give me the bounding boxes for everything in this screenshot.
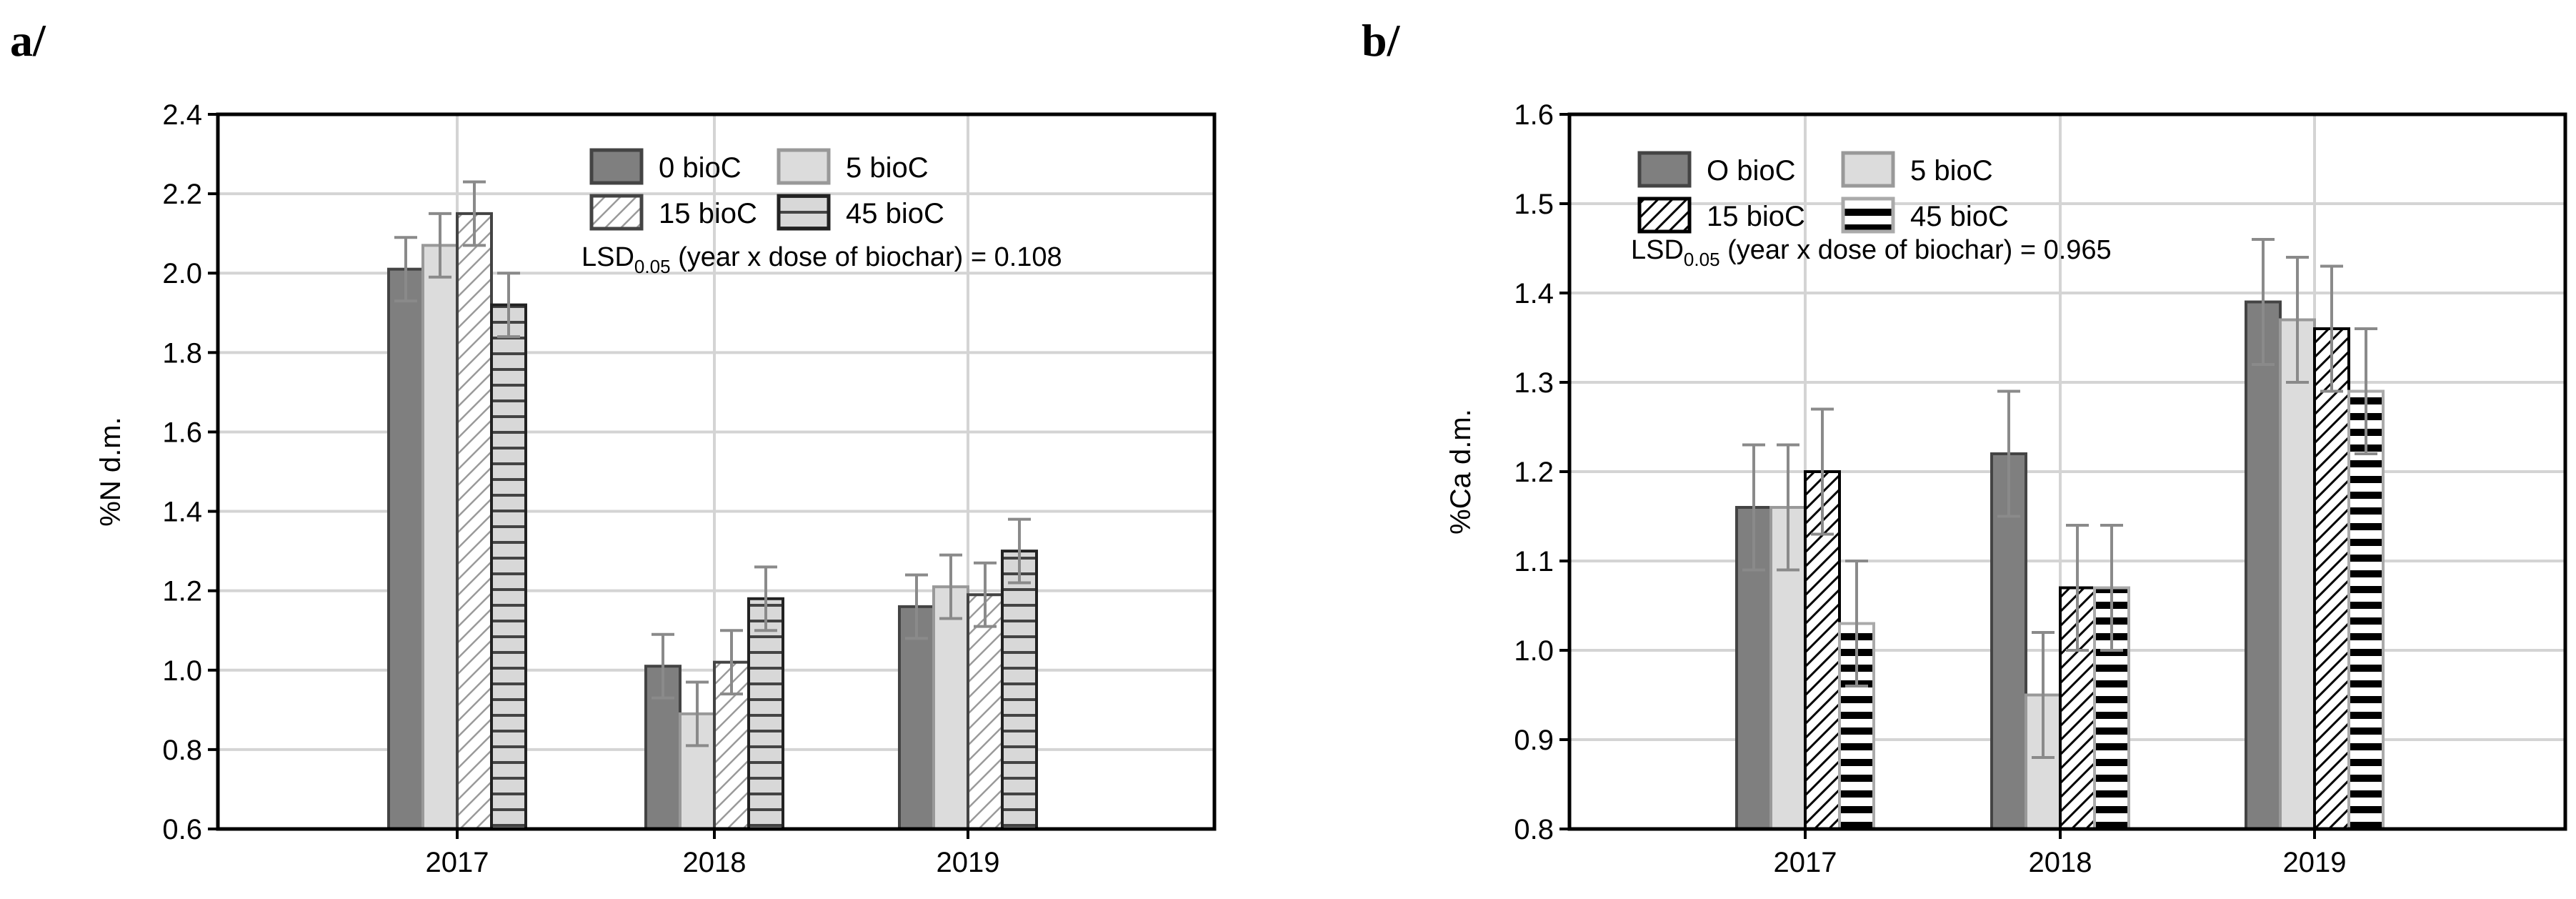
legend-label: O bioC (1707, 155, 1796, 187)
x-tick-label: 2019 (937, 847, 1000, 878)
y-tick-label: 1.8 (162, 337, 202, 369)
y-tick-label: 0.9 (1514, 725, 1554, 756)
legend-label: 15 bioC (659, 198, 757, 229)
y-tick-label: 0.6 (162, 814, 202, 845)
legend-swatch (1637, 197, 1692, 234)
legend-swatch (589, 194, 644, 231)
legend-swatch (777, 194, 831, 231)
y-tick-label: 1.2 (162, 576, 202, 607)
legend-swatch (777, 148, 831, 185)
x-tick-label: 2018 (2029, 847, 2092, 878)
panel-label: b/ (1362, 15, 1401, 66)
bar (387, 267, 424, 830)
bar (1001, 550, 1038, 830)
bar (747, 597, 784, 830)
bar (2313, 327, 2350, 830)
y-tick-label: 1.6 (1514, 99, 1554, 131)
legend-label: 15 bioC (1707, 201, 1805, 232)
legend-swatch (1841, 151, 1895, 188)
y-tick-label: 1.0 (1514, 635, 1554, 667)
x-tick-label: 2018 (683, 847, 747, 878)
bar (898, 605, 935, 831)
legend-label: 0 bioC (659, 152, 742, 184)
y-tick-label: 1.6 (162, 417, 202, 448)
bar (421, 244, 459, 831)
bar (2279, 318, 2316, 830)
legend-swatch (1637, 151, 1692, 188)
y-tick-label: 1.3 (1514, 367, 1554, 399)
y-tick-label: 1.4 (1514, 278, 1554, 309)
x-tick-label: 2017 (1774, 847, 1837, 878)
y-tick-label: 1.2 (1514, 457, 1554, 488)
y-tick-label: 2.0 (162, 258, 202, 289)
legend-swatch (1841, 197, 1895, 234)
x-tick-label: 2017 (426, 847, 489, 878)
y-axis-label: %Ca d.m. (1445, 409, 1477, 535)
y-tick-label: 1.0 (162, 655, 202, 687)
y-axis-label: %N d.m. (95, 417, 126, 526)
bar (2347, 389, 2385, 830)
y-tick-label: 1.5 (1514, 189, 1554, 220)
panel-label: a/ (10, 15, 46, 66)
y-tick-label: 2.4 (162, 99, 202, 131)
plot-frame (216, 112, 1217, 831)
legend-label: 5 bioC (1910, 155, 1993, 187)
legend-label: 45 bioC (846, 198, 944, 229)
bar (932, 585, 969, 830)
y-tick-label: 1.4 (162, 497, 202, 528)
chart-a-nitrogen: a/0.6 0.8 1.0 1.2 1.4 1.6 1.8 2.0 2.2 2.4 2017 2018… (10, 15, 1217, 878)
bar (456, 212, 493, 830)
bar (2245, 300, 2282, 830)
y-tick-label: 0.8 (1514, 814, 1554, 845)
lsd-annotation: LSD0.05 (year x dose of biochar) = 0.965 (1631, 235, 2112, 270)
y-tick-label: 2.2 (162, 179, 202, 210)
legend-label: 5 bioC (846, 152, 929, 184)
legend-label: 45 bioC (1910, 201, 2009, 232)
lsd-annotation: LSD0.05 (year x dose of biochar) = 0.108 (581, 242, 1062, 277)
y-tick-label: 1.1 (1514, 546, 1554, 577)
bar (967, 593, 1004, 830)
chart-b-calcium: b/0.8 0.9 1.0 1.1 1.2 1.3 1.4 1.5 1.6 2017 2018 201… (1362, 15, 2567, 878)
bar (490, 303, 527, 830)
y-tick-label: 0.8 (162, 735, 202, 766)
x-tick-label: 2019 (2283, 847, 2347, 878)
legend-swatch (589, 148, 644, 185)
